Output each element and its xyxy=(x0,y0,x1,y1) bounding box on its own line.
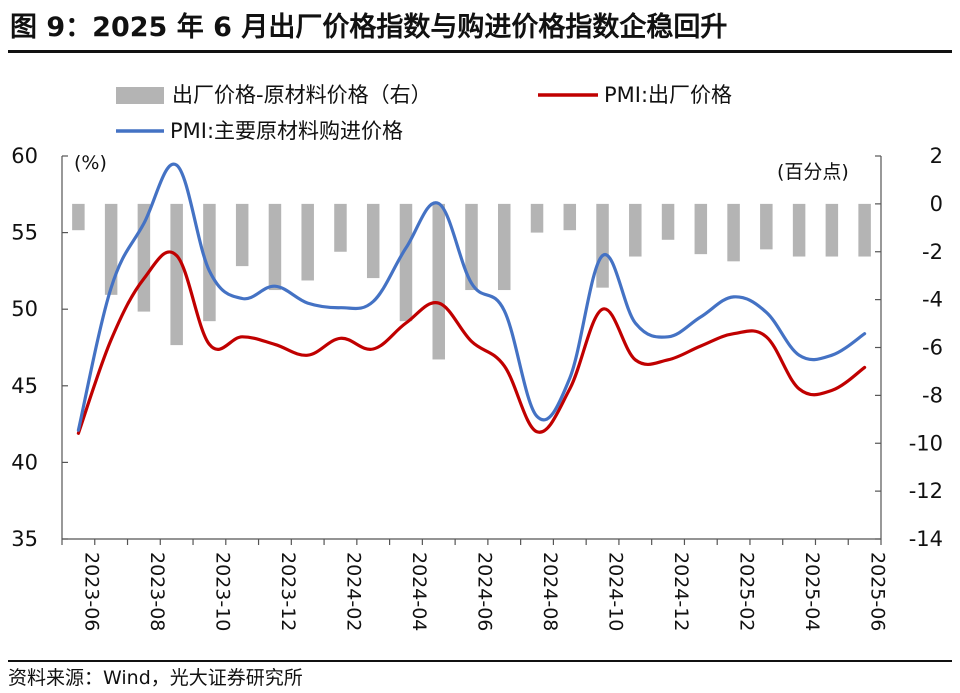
x-tick-label: 2024-12 xyxy=(670,552,692,631)
bar xyxy=(399,203,413,322)
bar xyxy=(498,203,511,291)
bar xyxy=(268,203,282,291)
right-tick-label: -14 xyxy=(909,527,943,551)
x-tick-label: 2025-04 xyxy=(801,552,823,631)
x-tick-label: 2025-06 xyxy=(867,552,889,631)
bar xyxy=(792,203,806,257)
legend-label-bar: 出厂价格-原材料价格（右） xyxy=(172,83,432,107)
x-tick-label: 2024-08 xyxy=(539,552,561,631)
x-tick-label: 2024-06 xyxy=(474,552,496,631)
line-series xyxy=(76,162,867,435)
bar-series xyxy=(72,203,871,360)
bar xyxy=(366,203,380,279)
bar xyxy=(530,203,544,233)
legend: 出厂价格-原材料价格（右） PMI:出厂价格 PMI:主要原材料购进价格 xyxy=(116,83,732,143)
bar xyxy=(858,203,871,257)
x-tick-label: 2024-10 xyxy=(605,552,627,631)
bar xyxy=(825,203,839,257)
left-tick-label: 60 xyxy=(11,144,38,168)
legend-label-input: PMI:主要原材料购进价格 xyxy=(170,119,403,143)
right-axis: 2 0 -2 -4 -6 -8 -10 -12 -14 xyxy=(875,144,943,551)
right-axis-unit: (百分点) xyxy=(777,161,849,183)
x-tick-label: 2025-02 xyxy=(736,552,758,631)
right-tick-label: -6 xyxy=(922,336,943,360)
right-tick-label: -12 xyxy=(909,479,943,503)
left-tick-label: 40 xyxy=(11,450,38,474)
bar xyxy=(727,203,740,262)
right-tick-label: -8 xyxy=(922,383,943,407)
right-tick-label: 2 xyxy=(930,144,943,168)
x-tick-label: 2024-02 xyxy=(342,552,364,631)
bar xyxy=(104,203,118,295)
left-tick-label: 35 xyxy=(11,527,38,551)
left-axis: 35 40 45 50 55 60 xyxy=(11,144,68,551)
bar xyxy=(334,203,347,252)
left-tick-label: 45 xyxy=(11,374,38,398)
x-axis: 2023-06 2023-08 2023-10 2023-12 2024-02 2024-… xyxy=(61,539,889,631)
right-tick-label: -2 xyxy=(922,240,943,264)
bar xyxy=(203,203,216,322)
title-rule xyxy=(8,50,952,53)
bar xyxy=(72,203,85,231)
chart-svg: 35 40 45 50 55 60 2 0 -2 -4 -6 -8 -10 -12 -14 2023-06… xyxy=(11,83,943,631)
bar xyxy=(432,203,445,360)
legend-swatch-bar xyxy=(116,87,164,104)
x-tick-label: 2024-04 xyxy=(408,552,430,631)
right-tick-label: -10 xyxy=(909,431,943,455)
source-note: 资料来源：Wind，光大证券研究所 xyxy=(8,667,303,689)
bar xyxy=(563,203,577,231)
x-tick-label: 2023-10 xyxy=(211,552,233,631)
left-tick-label: 55 xyxy=(11,221,38,245)
left-axis-unit: (%) xyxy=(74,152,107,174)
bar xyxy=(235,203,249,267)
bar xyxy=(170,203,183,346)
legend-label-output: PMI:出厂价格 xyxy=(604,83,732,107)
source-rule xyxy=(8,660,952,662)
left-tick-label: 50 xyxy=(11,297,38,321)
bar xyxy=(694,203,708,255)
bar xyxy=(629,203,642,257)
bar xyxy=(661,203,675,240)
bar xyxy=(465,203,478,291)
right-tick-label: 0 xyxy=(930,192,943,216)
x-tick-label: 2023-12 xyxy=(277,552,299,631)
bar xyxy=(596,203,609,288)
right-tick-label: -4 xyxy=(922,288,943,312)
input-price-line xyxy=(76,162,867,432)
x-tick-label: 2023-08 xyxy=(146,552,168,631)
bar xyxy=(760,203,773,250)
x-tick-label: 2023-06 xyxy=(80,552,102,631)
bar xyxy=(301,203,314,281)
output-price-line xyxy=(76,250,867,435)
chart-title: 图 9：2025 年 6 月出厂价格指数与购进价格指数企稳回升 xyxy=(10,12,728,43)
